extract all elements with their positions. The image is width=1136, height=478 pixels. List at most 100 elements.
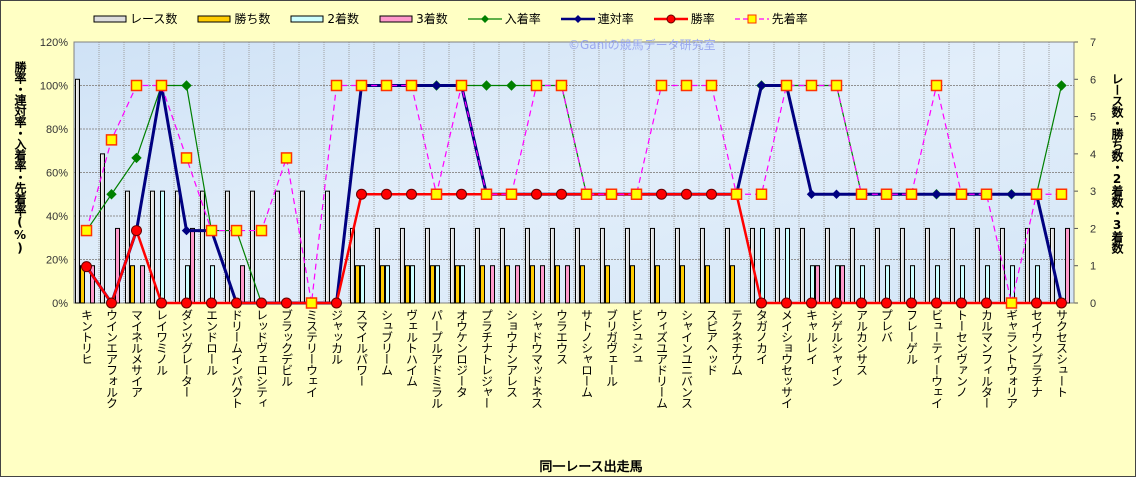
- x-tick-label: ダンツグレーター: [179, 309, 194, 397]
- bar-second: [210, 265, 215, 304]
- x-tick-label: シゲルシャイン: [829, 309, 844, 386]
- marker-win-rate: [856, 297, 867, 309]
- legend-item-wins: 勝ち数: [197, 10, 270, 27]
- legend-swatch-icon: [379, 15, 413, 22]
- marker-beat-rate: [780, 79, 793, 92]
- x-axis-title: 同一レース出走馬: [539, 460, 643, 475]
- x-tick-label: プラチナトレジャー: [479, 309, 494, 408]
- bar-wins: [655, 265, 660, 304]
- legend-item-third: 3着数: [379, 10, 448, 27]
- right-axis-title: レース数・勝ち数・2着数・3着数: [1110, 73, 1124, 253]
- marker-placing-rate: [1056, 80, 1067, 91]
- legend-label: 勝率: [690, 12, 715, 26]
- watermark: ©Ganiの競馬データ研究室: [568, 38, 716, 52]
- legend-label: レース数: [130, 12, 178, 26]
- marker-top2-rate: [431, 80, 442, 91]
- bar-third: [565, 265, 570, 304]
- x-tick-label: ウインエアフォルク: [104, 309, 119, 408]
- bar-races: [425, 227, 430, 304]
- bar-third: [490, 265, 495, 304]
- x-tick-label: スマイルパワー: [354, 309, 369, 386]
- marker-win-rate: [106, 297, 117, 309]
- right-tick-label: 0: [1090, 298, 1096, 310]
- marker-beat-rate: [230, 224, 243, 237]
- marker-win-rate: [256, 297, 267, 309]
- marker-placing-rate: [181, 80, 192, 91]
- marker-top2-rate: [181, 225, 192, 236]
- bar-third: [240, 265, 245, 304]
- bar-third: [140, 265, 145, 304]
- bar-second: [860, 265, 865, 304]
- x-tick-label: ヴェルトハイム: [404, 309, 419, 386]
- bar-third: [115, 227, 120, 304]
- bar-races: [100, 153, 105, 304]
- bar-races: [975, 227, 980, 304]
- marker-win-rate: [906, 297, 917, 309]
- marker-beat-rate: [1055, 188, 1068, 200]
- x-tick-label: シャドウマッドネス: [529, 309, 544, 408]
- marker-placing-rate: [131, 152, 142, 164]
- marker-win-rate: [656, 188, 667, 200]
- bar-second: [960, 265, 965, 304]
- marker-win-rate: [231, 297, 242, 309]
- marker-beat-rate: [680, 79, 693, 92]
- bar-wins: [605, 265, 610, 304]
- bar-wins: [630, 265, 635, 304]
- right-tick-label: 3: [1090, 186, 1096, 198]
- bar-races: [300, 190, 305, 304]
- x-tick-label: ブラックデビル: [279, 309, 294, 386]
- marker-beat-rate: [805, 79, 818, 92]
- marker-beat-rate: [530, 79, 543, 92]
- x-tick-label: エンドロール: [204, 309, 219, 375]
- bar-second: [185, 265, 190, 304]
- marker-beat-rate: [605, 188, 618, 200]
- marker-beat-rate: [730, 188, 743, 200]
- legend-line-icon: [467, 14, 502, 23]
- bar-third: [815, 265, 820, 304]
- legend-item-races: レース数: [93, 10, 177, 27]
- marker-beat-rate: [580, 188, 593, 200]
- bar-third: [540, 265, 545, 304]
- bar-second: [435, 265, 440, 304]
- legend-line-icon: [734, 14, 769, 23]
- marker-beat-rate: [980, 188, 993, 200]
- right-tick-label: 7: [1090, 37, 1096, 49]
- legend-item-beat-rate: 先着率: [734, 10, 808, 27]
- marker-beat-rate: [655, 79, 668, 92]
- bar-wins: [680, 265, 685, 304]
- marker-win-rate: [81, 261, 92, 273]
- legend-swatch-icon: [93, 15, 127, 22]
- marker-beat-rate: [430, 188, 443, 200]
- marker-win-rate: [831, 297, 842, 309]
- legend-swatch-icon: [197, 15, 231, 22]
- x-tick-label: ミステリーウェイ: [304, 309, 319, 397]
- bar-races: [925, 227, 930, 304]
- marker-win-rate: [156, 297, 167, 309]
- marker-beat-rate: [480, 188, 493, 200]
- x-tick-label: メイショウセッサイ: [779, 309, 794, 408]
- right-tick-label: 6: [1090, 74, 1096, 86]
- bar-races: [200, 190, 205, 304]
- bar-second: [935, 265, 940, 304]
- bar-races: [475, 227, 480, 304]
- line-win-rate: [85, 193, 1062, 306]
- marker-win-rate: [956, 297, 967, 309]
- legend-line-icon: [560, 14, 595, 23]
- bar-wins: [530, 265, 535, 304]
- bar-wins: [355, 265, 360, 304]
- x-tick-label: カルマンフィルター: [979, 309, 994, 408]
- marker-beat-rate: [630, 188, 643, 200]
- x-tick-label: ショウナンアレス: [504, 309, 519, 397]
- bar-third: [515, 265, 520, 304]
- bar-races: [700, 227, 705, 304]
- line-beat-rate: [85, 84, 1062, 304]
- x-tick-label: アルカンサス: [854, 309, 869, 375]
- x-tick-label: レッドヴェロシティ: [254, 309, 269, 408]
- marker-beat-rate: [105, 134, 118, 146]
- marker-win-rate: [706, 188, 717, 200]
- bar-second: [785, 227, 790, 304]
- bar-second: [1035, 265, 1040, 304]
- legend-label: 3着数: [416, 12, 448, 26]
- x-tick-label: ジャッカル: [329, 309, 344, 364]
- bar-races: [500, 227, 505, 304]
